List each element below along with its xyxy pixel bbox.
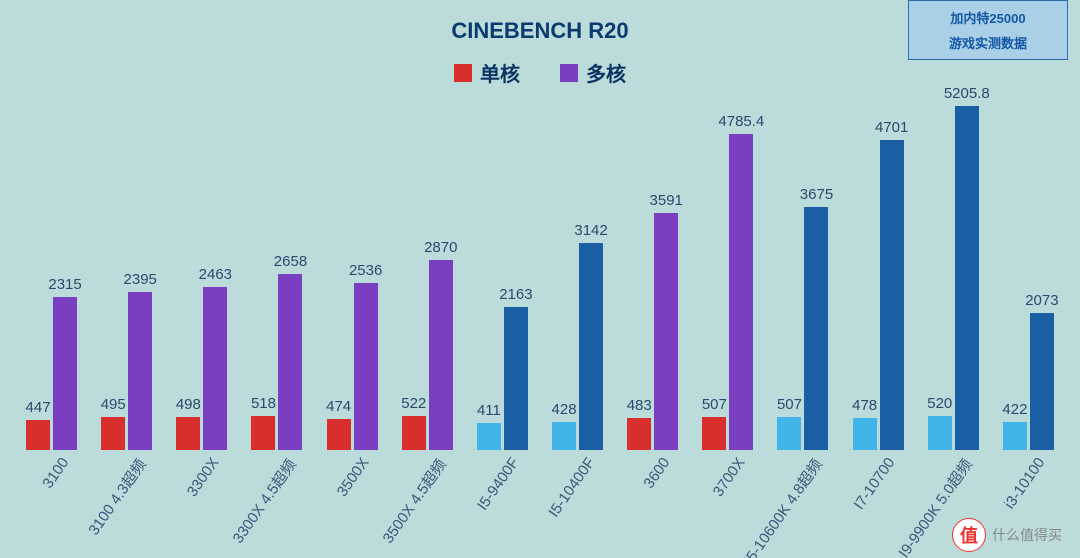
bar: 522 xyxy=(402,416,426,450)
category-label: 3100 xyxy=(39,455,72,492)
category-label: I5-10400F xyxy=(545,455,598,521)
category-label: 3500X xyxy=(334,455,373,500)
watermark-text: 什么值得买 xyxy=(992,525,1062,545)
bar-group: 51826583300X 4.5超频 xyxy=(239,100,314,450)
legend-swatch-single xyxy=(454,64,472,82)
bar-group: 4112163I5-9400F xyxy=(465,100,540,450)
legend: 单核 多核 xyxy=(0,58,1080,87)
chart-container: CINEBENCH R20 单核 多核 44723153100495239531… xyxy=(0,0,1080,558)
bar-value-label: 520 xyxy=(927,395,952,416)
bar-value-label: 522 xyxy=(401,395,426,416)
bar: 3591 xyxy=(654,213,678,450)
bar-group: 4283142I5-10400F xyxy=(540,100,615,450)
bar: 4701 xyxy=(880,140,904,450)
bar-value-label: 2536 xyxy=(349,262,382,283)
category-label: 3300X 4.5超频 xyxy=(227,455,301,548)
bar-value-label: 2163 xyxy=(499,286,532,307)
bar-value-label: 2463 xyxy=(199,266,232,287)
bar: 483 xyxy=(627,418,651,450)
category-label: 3700X xyxy=(710,455,749,500)
category-label: 3300X xyxy=(184,455,223,500)
bar-value-label: 2658 xyxy=(274,253,307,274)
bar: 2463 xyxy=(203,287,227,450)
bar: 2658 xyxy=(278,274,302,450)
category-label: 3600 xyxy=(640,455,673,492)
bar: 411 xyxy=(477,423,501,450)
bar: 422 xyxy=(1003,422,1027,450)
bar-value-label: 507 xyxy=(702,396,727,417)
bar: 474 xyxy=(327,419,351,450)
badge-line-2: 游戏实测数据 xyxy=(949,33,1027,52)
bar-group: 5073675I5-10600K 4.8超频 xyxy=(765,100,840,450)
bar: 3142 xyxy=(579,243,603,450)
legend-item-multi: 多核 xyxy=(560,58,626,87)
bar: 4785.4 xyxy=(729,134,753,450)
bar-value-label: 3591 xyxy=(650,192,683,213)
bar-group: 4784701I7-10700 xyxy=(841,100,916,450)
bar-value-label: 478 xyxy=(852,397,877,418)
bar-value-label: 498 xyxy=(176,396,201,417)
bar-group: 44723153100 xyxy=(14,100,89,450)
legend-item-single: 单核 xyxy=(454,58,520,87)
bar: 428 xyxy=(552,422,576,450)
bar-value-label: 3675 xyxy=(800,186,833,207)
bar-value-label: 4785.4 xyxy=(718,113,764,134)
bar-value-label: 495 xyxy=(101,396,126,417)
bar: 2870 xyxy=(429,260,453,450)
bar-group: 4222073i3-10100 xyxy=(991,100,1066,450)
bar-value-label: 4701 xyxy=(875,119,908,140)
plot-area: 4472315310049523953100 4.3超频49824633300X… xyxy=(14,100,1066,450)
bar-value-label: 2315 xyxy=(48,276,81,297)
bar-group: 49824633300X xyxy=(164,100,239,450)
bar-group: 49523953100 4.3超频 xyxy=(89,100,164,450)
bar: 478 xyxy=(853,418,877,450)
bar: 447 xyxy=(26,420,50,450)
bar-value-label: 422 xyxy=(1002,401,1027,422)
bar-value-label: 447 xyxy=(26,399,51,420)
bar: 507 xyxy=(702,417,726,450)
bar-value-label: 2073 xyxy=(1025,292,1058,313)
bar: 5205.8 xyxy=(955,106,979,450)
bar: 2315 xyxy=(53,297,77,450)
bar-value-label: 518 xyxy=(251,395,276,416)
watermark-icon: 值 xyxy=(952,518,986,552)
bar-value-label: 483 xyxy=(627,397,652,418)
bar-value-label: 2395 xyxy=(124,271,157,292)
bar: 2073 xyxy=(1030,313,1054,450)
category-label: I7-10700 xyxy=(851,455,899,513)
bar: 2395 xyxy=(128,292,152,450)
watermark: 值 什么值得买 xyxy=(952,518,1062,552)
bar: 2536 xyxy=(354,283,378,450)
bar: 520 xyxy=(928,416,952,450)
legend-label-multi: 多核 xyxy=(586,58,626,87)
bar-value-label: 3142 xyxy=(574,222,607,243)
category-label: 3500X 4.5超频 xyxy=(377,455,451,548)
bar-value-label: 428 xyxy=(552,401,577,422)
category-label: I5-10600K 4.8超频 xyxy=(738,455,826,558)
bar: 498 xyxy=(176,417,200,450)
bar-group: 5074785.43700X xyxy=(690,100,765,450)
bar-group: 52228703500X 4.5超频 xyxy=(390,100,465,450)
badge-line-1: 加内特25000 xyxy=(950,8,1025,27)
bar: 518 xyxy=(251,416,275,450)
bar: 2163 xyxy=(504,307,528,450)
category-label: 3100 4.3超频 xyxy=(83,455,151,539)
bar-value-label: 474 xyxy=(326,398,351,419)
bar-group: 48335913600 xyxy=(615,100,690,450)
bar-group: 47425363500X xyxy=(315,100,390,450)
category-label: i3-10100 xyxy=(1001,455,1048,513)
info-badge: 加内特25000 游戏实测数据 xyxy=(908,0,1068,60)
bar-value-label: 5205.8 xyxy=(944,85,990,106)
bar: 3675 xyxy=(804,207,828,450)
bar: 507 xyxy=(777,417,801,450)
bar-value-label: 411 xyxy=(477,402,501,423)
bar-value-label: 2870 xyxy=(424,239,457,260)
bar: 495 xyxy=(101,417,125,450)
bar-value-label: 507 xyxy=(777,396,802,417)
legend-swatch-multi xyxy=(560,64,578,82)
bar-group: 5205205.8I9-9900K 5.0超频 xyxy=(916,100,991,450)
legend-label-single: 单核 xyxy=(480,58,520,87)
category-label: I5-9400F xyxy=(475,455,523,514)
